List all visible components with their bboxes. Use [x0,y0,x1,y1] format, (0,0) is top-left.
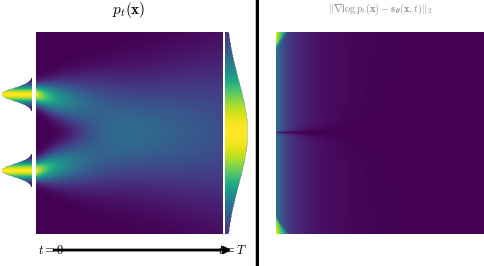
Text: $t = T$: $t = T$ [218,244,247,256]
Text: $\| \nabla \log p_t(\mathbf{x}) - \mathbf{s}_{\boldsymbol{\theta}}(\mathbf{x}, t: $\| \nabla \log p_t(\mathbf{x}) - \mathb… [328,2,432,17]
Text: $p_t(\mathbf{x})$: $p_t(\mathbf{x})$ [111,0,145,20]
Text: $t = 0$: $t = 0$ [38,244,65,256]
